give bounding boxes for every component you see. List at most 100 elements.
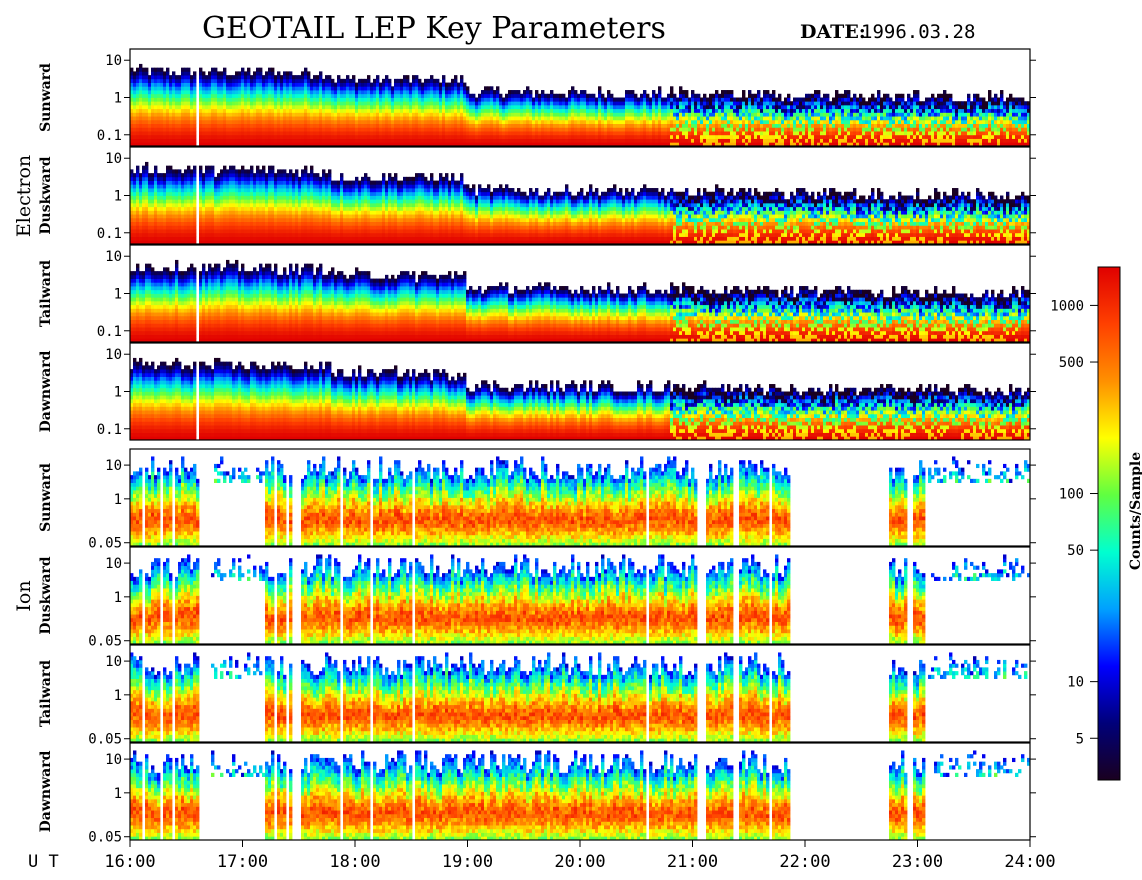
spectrogram-cell bbox=[400, 131, 403, 135]
spectrogram-cell bbox=[574, 94, 577, 98]
spectrogram-cell bbox=[337, 135, 340, 139]
spectrogram-cell bbox=[727, 127, 730, 131]
spectrogram-cell bbox=[655, 131, 658, 135]
spectrogram-cell bbox=[598, 124, 601, 128]
spectrogram-cell bbox=[634, 124, 637, 128]
spectrogram-cell bbox=[559, 135, 562, 139]
spectrogram-cell bbox=[658, 105, 661, 109]
spectrogram-cell bbox=[208, 112, 211, 116]
spectrogram-cell bbox=[310, 127, 313, 131]
spectrogram-cell bbox=[814, 131, 817, 135]
spectrogram-cell bbox=[919, 109, 922, 113]
spectrogram-cell bbox=[562, 127, 565, 131]
spectrogram-cell bbox=[283, 98, 286, 102]
spectrogram-cell bbox=[610, 112, 613, 116]
spectrogram-cell bbox=[577, 105, 580, 109]
spectrogram-cell bbox=[244, 109, 247, 113]
spectrogram-cell bbox=[148, 131, 151, 135]
spectrogram-cell bbox=[634, 98, 637, 102]
spectrogram-cell bbox=[133, 79, 136, 83]
spectrogram-cell bbox=[136, 101, 139, 105]
spectrogram-cell bbox=[373, 139, 376, 143]
spectrogram-cell bbox=[529, 94, 532, 98]
spectrogram-cell bbox=[763, 120, 766, 124]
spectrogram-cell bbox=[517, 124, 520, 128]
spectrogram-cell bbox=[814, 112, 817, 116]
spectrogram-cell bbox=[610, 124, 613, 128]
spectrogram-cell bbox=[472, 139, 475, 143]
spectrogram-cell bbox=[142, 101, 145, 105]
spectrogram-cell bbox=[172, 112, 175, 116]
spectrogram-cell bbox=[718, 109, 721, 113]
spectrogram-cell bbox=[673, 124, 676, 128]
spectrogram-cell bbox=[547, 120, 550, 124]
spectrogram-cell bbox=[427, 86, 430, 90]
spectrogram-cell bbox=[649, 127, 652, 131]
spectrogram-cell bbox=[490, 135, 493, 139]
spectrogram-cell bbox=[949, 98, 952, 102]
spectrogram-cell bbox=[562, 120, 565, 124]
spectrogram-cell bbox=[973, 131, 976, 135]
spectrogram-cell bbox=[163, 127, 166, 131]
spectrogram-cell bbox=[148, 75, 151, 79]
spectrogram-cell bbox=[769, 139, 772, 143]
spectrogram-cell bbox=[433, 139, 436, 143]
spectrogram-cell bbox=[901, 109, 904, 113]
spectrogram-cell bbox=[436, 109, 439, 113]
spectrogram-cell bbox=[889, 98, 892, 102]
spectrogram-cell bbox=[220, 120, 223, 124]
spectrogram-cell bbox=[799, 127, 802, 131]
spectrogram-cell bbox=[901, 105, 904, 109]
spectrogram-cell bbox=[571, 94, 574, 98]
spectrogram-cell bbox=[376, 124, 379, 128]
spectrogram-cell bbox=[841, 112, 844, 116]
spectrogram-cell bbox=[481, 109, 484, 113]
spectrogram-cell bbox=[250, 135, 253, 139]
spectrogram-cell bbox=[451, 101, 454, 105]
spectrogram-cell bbox=[163, 105, 166, 109]
spectrogram-cell bbox=[421, 101, 424, 105]
spectrogram-cell bbox=[244, 127, 247, 131]
spectrogram-cell bbox=[925, 139, 928, 143]
spectrogram-cell bbox=[775, 139, 778, 143]
spectrogram-cell bbox=[274, 127, 277, 131]
spectrogram-cell bbox=[712, 116, 715, 120]
spectrogram-cell bbox=[445, 127, 448, 131]
spectrogram-cell bbox=[817, 112, 820, 116]
spectrogram-cell bbox=[514, 94, 517, 98]
spectrogram-cell bbox=[952, 101, 955, 105]
spectrogram-cell bbox=[523, 98, 526, 102]
spectrogram-cell bbox=[679, 105, 682, 109]
spectrogram-cell bbox=[454, 94, 457, 98]
spectrogram-cell bbox=[556, 116, 559, 120]
spectrogram-cell bbox=[190, 135, 193, 139]
spectrogram-cell bbox=[625, 105, 628, 109]
spectrogram-cell bbox=[970, 116, 973, 120]
spectrogram-cell bbox=[361, 83, 364, 87]
spectrogram-cell bbox=[586, 135, 589, 139]
spectrogram-cell bbox=[829, 120, 832, 124]
spectrogram-cell bbox=[835, 139, 838, 143]
spectrogram-cell bbox=[814, 127, 817, 131]
spectrogram-cell bbox=[871, 109, 874, 113]
spectrogram-cell bbox=[763, 131, 766, 135]
spectrogram-cell bbox=[598, 116, 601, 120]
spectrogram-cell bbox=[277, 86, 280, 90]
spectrogram-cell bbox=[436, 94, 439, 98]
spectrogram-cell bbox=[847, 109, 850, 113]
spectrogram-cell bbox=[190, 86, 193, 90]
spectrogram-cell bbox=[385, 105, 388, 109]
spectrogram-cell bbox=[151, 109, 154, 113]
spectrogram-cell bbox=[190, 124, 193, 128]
spectrogram-cell bbox=[559, 116, 562, 120]
spectrogram-cell bbox=[766, 112, 769, 116]
spectrogram-cell bbox=[760, 112, 763, 116]
spectrogram-cell bbox=[793, 124, 796, 128]
spectrogram-cell bbox=[460, 79, 463, 83]
spectrogram-cell bbox=[715, 120, 718, 124]
spectrogram-cell bbox=[562, 139, 565, 143]
spectrogram-cell bbox=[430, 79, 433, 83]
spectrogram-cell bbox=[376, 116, 379, 120]
spectrogram-cell bbox=[571, 131, 574, 135]
spectrogram-cell bbox=[202, 94, 205, 98]
